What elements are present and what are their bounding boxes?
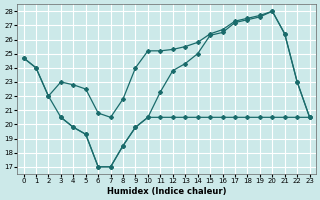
- X-axis label: Humidex (Indice chaleur): Humidex (Indice chaleur): [107, 187, 226, 196]
